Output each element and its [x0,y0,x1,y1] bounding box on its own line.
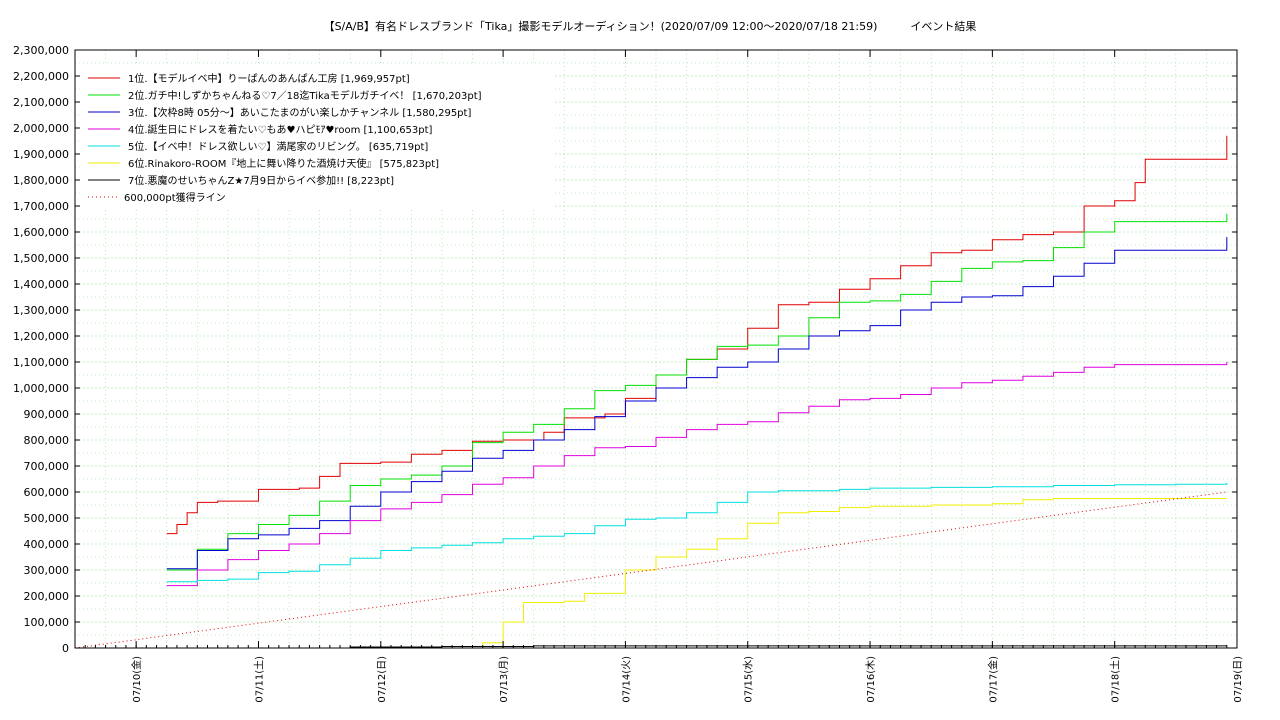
legend-entry: 4位.誕生日にドレスを着たい♡もあ♥ハピﾓｱ♥room [1,100,653pt… [128,123,433,136]
x-tick-label: 07/14(火) [620,656,632,703]
y-tick-label: 500,000 [24,512,70,525]
series-line [166,213,1228,571]
y-tick-label: 1,500,000 [13,252,69,265]
legend: 1位.【モデルイベ中】りーぱんのあんぱん工房 [1,969,957pt] 2位.ガ… [80,66,555,208]
x-tick-label: 07/19(日) [1233,656,1244,703]
legend-entry: 2位.ガチ中!しずかちゃんねる♡7／18迄Tikaモデルガチイベ！ [1,670… [128,89,482,102]
y-tick-label: 1,900,000 [13,148,69,161]
y-tick-label: 2,000,000 [13,122,69,135]
x-tick-label: 07/10(金) [130,656,143,703]
x-axis: 07/10(金) 07/11(土) 07/12(日) 07/13(月) 07/14(火)… [74,50,1244,703]
y-tick-label: 1,700,000 [13,200,69,213]
y-tick-label: 900,000 [24,408,70,421]
x-tick-label: 07/13(月) [498,656,510,703]
series-layer [74,135,1228,649]
x-tick-label: 07/11(土) [252,656,265,703]
chart-title: 【S/A/B】有名ドレスブランド「Tika」撮影モデルオーディション！(2020… [324,19,977,33]
y-tick-label: 1,600,000 [13,226,69,239]
series-line [166,482,1228,583]
y-tick-label: 1,200,000 [13,330,69,343]
legend-entry: 5位.【イベ中！ドレス欲しい♡】満尾家のリビング。 [635,719pt] [128,140,428,153]
y-tick-label: 200,000 [24,590,70,603]
x-tick-label: 07/12(日) [377,656,388,703]
y-tick-label: 800,000 [24,434,70,447]
y-tick-label: 100,000 [24,616,70,629]
series-line [74,491,1227,649]
series-line [166,361,1228,587]
y-tick-label: 1,800,000 [13,174,69,187]
y-tick-label: 2,300,000 [13,44,69,57]
legend-entry: 600,000pt獲得ライン [124,191,226,204]
y-tick-label: 400,000 [24,538,70,551]
x-tick-label: 07/15(水) [743,656,755,703]
legend-box [80,66,555,208]
y-tick-label: 1,000,000 [13,382,69,395]
y-tick-label: 300,000 [24,564,70,577]
x-tick-label: 07/17(金) [986,656,999,703]
x-tick-label: 07/18(土) [1109,656,1122,703]
series-line [462,498,1228,649]
series-line [166,237,1228,570]
legend-entry: 3位.【次枠8時 05分〜】あいこたまのがい楽しかチャンネル [1,580,29… [128,106,471,119]
legend-entry: 7位.悪魔のせいちゃんZ★7月9日からイベ参加!! [8,223pt] [128,174,394,187]
y-tick-label: 2,200,000 [13,70,69,83]
legend-entry: 1位.【モデルイベ中】りーぱんのあんぱん工房 [1,969,957pt] [128,72,410,85]
y-tick-label: 0 [62,642,69,655]
y-tick-label: 1,100,000 [13,356,69,369]
x-tick-label: 07/16(木) [865,656,877,703]
y-tick-label: 600,000 [24,486,70,499]
y-tick-label: 1,300,000 [13,304,69,317]
y-tick-label: 1,400,000 [13,278,69,291]
y-axis: 0 100,000 200,000 300,000 400,000 500,000 600,… [13,44,1237,655]
y-tick-label: 700,000 [24,460,70,473]
y-tick-label: 2,100,000 [13,96,69,109]
legend-entry: 6位.Rinakoro-ROOM『地上に舞い降りた酒焼け天使』 [575,823… [128,157,439,170]
